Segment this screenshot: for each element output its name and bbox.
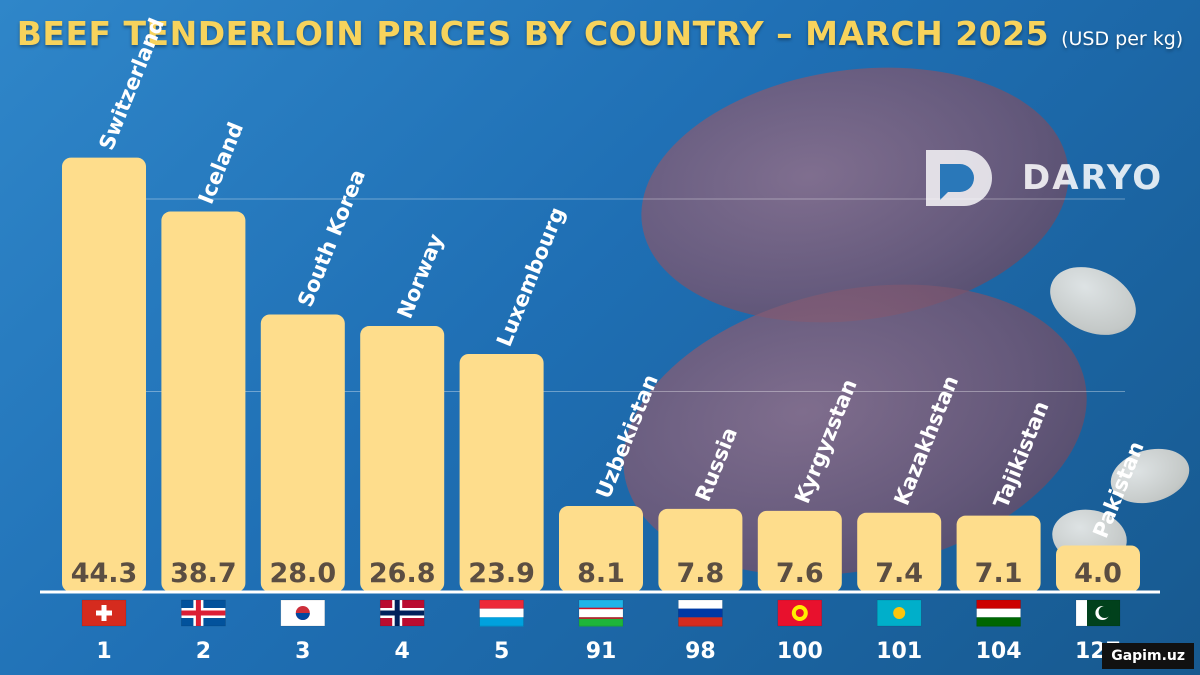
value-label: 7.8 [676, 558, 724, 589]
switzerland-flag [81, 599, 127, 627]
chart-title: BEEF TENDERLOIN PRICES BY COUNTRY – MARC… [0, 14, 1200, 59]
country-label: South Korea [293, 166, 370, 310]
rank-label: 98 [685, 639, 716, 664]
rank-label: 1 [96, 639, 111, 664]
chart-title-text: BEEF TENDERLOIN PRICES BY COUNTRY – MARC… [16, 14, 1050, 53]
value-label: 7.6 [776, 558, 824, 589]
country-label: Norway [393, 230, 449, 322]
country-label: Iceland [194, 119, 248, 208]
russia-flag [678, 599, 723, 627]
country-label: Luxembourg [492, 204, 570, 350]
chart-unit: (USD per kg) [1061, 28, 1184, 50]
bar [459, 353, 544, 592]
country-label: Kyrgyzstan [790, 376, 862, 507]
rank-label: 3 [295, 639, 310, 664]
south-korea-flag [280, 599, 326, 627]
brand-logo: DARYO [920, 146, 1180, 210]
rank-label: 91 [586, 639, 617, 664]
bar [757, 510, 842, 592]
value-label: 44.3 [71, 558, 138, 589]
bar [161, 211, 246, 592]
bar [956, 515, 1041, 592]
luxembourg-flag [479, 599, 524, 627]
brand-name: DARYO [1022, 158, 1164, 198]
uzbekistan-flag [578, 599, 624, 627]
kazakhstan-flag [876, 599, 922, 627]
value-label: 38.7 [170, 558, 237, 589]
iceland-flag [181, 599, 226, 627]
rank-label: 5 [494, 639, 509, 664]
country-label: Pakistan [1088, 438, 1148, 541]
bar [62, 157, 146, 593]
bar [658, 508, 743, 592]
value-label: 26.8 [369, 558, 436, 589]
bar [559, 506, 643, 592]
kyrgyzstan-flag [777, 599, 823, 627]
country-label: Switzerland [94, 15, 169, 154]
value-label: 7.1 [975, 558, 1023, 589]
bar [360, 326, 445, 592]
bar [1056, 545, 1140, 592]
rank-label: 4 [395, 639, 410, 664]
daryo-logo-icon [926, 150, 992, 206]
rank-label: 2 [196, 639, 211, 664]
norway-flag [379, 599, 425, 627]
country-label: Kazakhstan [890, 372, 964, 508]
rank-label: 101 [876, 639, 922, 664]
country-label: Tajikistan [989, 398, 1054, 512]
value-label: 23.9 [468, 558, 535, 589]
source-credit: Gapim.uz [1102, 643, 1194, 669]
value-label: 7.4 [875, 558, 923, 589]
rank-label: 104 [976, 639, 1022, 664]
bar [857, 512, 942, 592]
value-label: 8.1 [577, 558, 625, 589]
country-label: Uzbekistan [591, 371, 662, 502]
value-label: 4.0 [1074, 558, 1122, 589]
rank-label: 100 [777, 639, 823, 664]
pakistan-flag [1075, 599, 1121, 627]
bar [260, 314, 345, 592]
country-label: Russia [691, 424, 742, 505]
tajikistan-flag [976, 599, 1021, 627]
value-label: 28.0 [269, 558, 336, 589]
